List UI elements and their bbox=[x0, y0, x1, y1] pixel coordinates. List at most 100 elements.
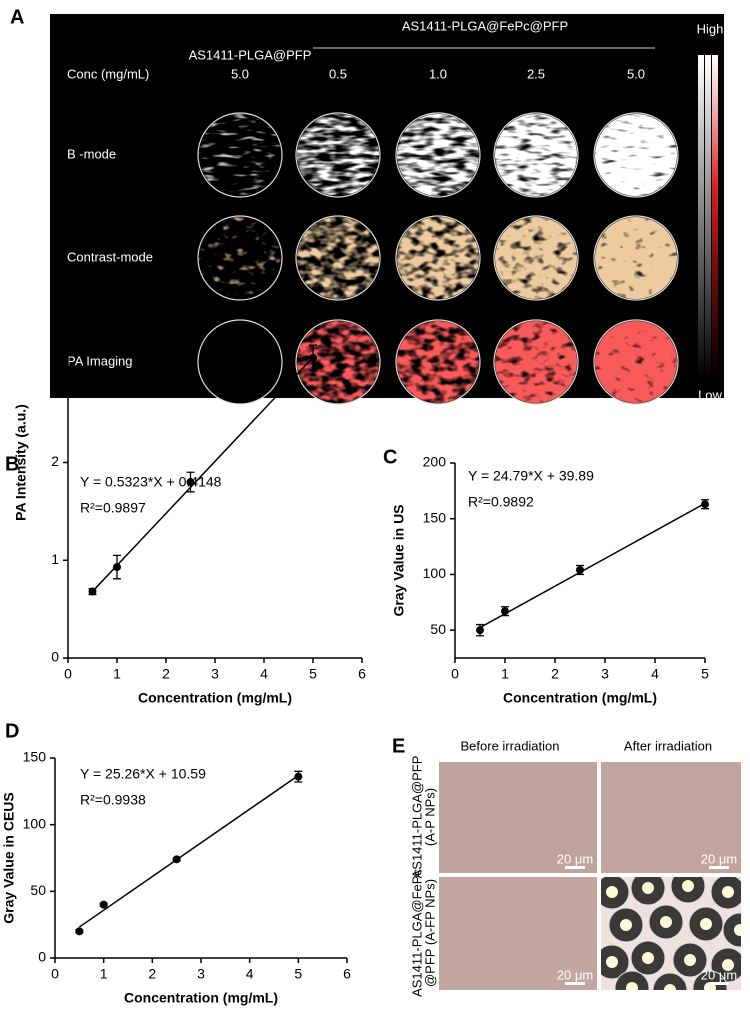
x-tick-label: 3 bbox=[197, 966, 205, 982]
y-axis-label: PA Intensity (a.u.) bbox=[13, 404, 29, 521]
row-label: AS1411-PLGA@PFP bbox=[409, 756, 424, 879]
x-tick-label: 2 bbox=[162, 666, 170, 682]
x-axis-label: Concentration (mg/mL) bbox=[124, 990, 278, 1006]
data-point bbox=[186, 478, 195, 487]
conc-value: 2.5 bbox=[527, 66, 545, 81]
fit-line bbox=[78, 774, 299, 928]
scale-bar bbox=[709, 866, 729, 869]
bubble-core bbox=[606, 886, 618, 898]
data-point bbox=[476, 626, 484, 635]
x-tick-label: 1 bbox=[113, 666, 121, 682]
x-tick-label: 5 bbox=[701, 666, 709, 682]
bubble bbox=[722, 912, 741, 948]
image-texture bbox=[297, 217, 379, 299]
bubble-core bbox=[722, 886, 734, 898]
image-texture bbox=[397, 321, 479, 403]
y-tick-label: 150 bbox=[23, 749, 47, 765]
group-label: AS1411-PLGA@FePc@PFP bbox=[402, 18, 568, 33]
bubble-core bbox=[722, 959, 734, 971]
image-texture bbox=[595, 114, 677, 196]
scale-label: 20 μm bbox=[557, 851, 593, 866]
image-texture bbox=[297, 114, 379, 196]
bubble bbox=[692, 970, 728, 990]
panel-label: D bbox=[5, 720, 19, 742]
chart: C 50 100 150 200 0 1 2 3 4 5 Concentration (mg/mL) G… bbox=[383, 446, 709, 705]
bubble-core bbox=[626, 982, 638, 990]
bubble bbox=[652, 972, 688, 990]
image-texture bbox=[397, 217, 479, 299]
x-tick-label: 5 bbox=[294, 966, 302, 982]
x-axis-label: Concentration (mg/mL) bbox=[503, 690, 657, 706]
equation: Y = 25.26*X + 10.59 bbox=[80, 766, 206, 782]
bubble-core bbox=[700, 918, 712, 930]
data-point bbox=[75, 927, 84, 936]
image-texture bbox=[199, 114, 281, 196]
data-point bbox=[99, 900, 108, 909]
colorbar bbox=[712, 55, 718, 380]
micrograph bbox=[601, 762, 741, 873]
scale-bar bbox=[709, 982, 729, 985]
x-tick-label: 6 bbox=[343, 966, 351, 982]
image-texture bbox=[397, 114, 479, 196]
y-tick-label: 4 bbox=[51, 258, 59, 274]
colorbar bbox=[705, 55, 711, 380]
x-tick-label: 0 bbox=[64, 666, 72, 682]
x-tick-label: 3 bbox=[211, 666, 219, 682]
panel-label: E bbox=[392, 735, 405, 757]
bubble-core bbox=[642, 882, 654, 894]
panel-label: C bbox=[383, 446, 397, 468]
equation: Y = 24.79*X + 39.89 bbox=[468, 468, 594, 484]
row-label: AS1411-PLGA@FePc bbox=[409, 869, 424, 997]
bubble-core bbox=[642, 952, 654, 964]
image-texture bbox=[495, 217, 577, 299]
scale-label: 20 μm bbox=[701, 967, 737, 982]
panel-label: A bbox=[10, 6, 24, 28]
x-tick-label: 4 bbox=[260, 666, 268, 682]
chart: B 0 1 2 3 4 0 1 2 3 4 5 6 Concentration (mg/mL) PA Int… bbox=[5, 258, 366, 706]
r-squared: R²=0.9892 bbox=[468, 494, 534, 510]
y-axis-label: Gray Value in CEUS bbox=[1, 792, 17, 924]
y-tick-label: 1 bbox=[51, 551, 59, 567]
scale-bar bbox=[565, 982, 585, 985]
y-tick-label: 200 bbox=[423, 454, 447, 470]
y-tick-label: 100 bbox=[23, 815, 47, 831]
panel-label: B bbox=[5, 453, 19, 475]
image-texture bbox=[595, 321, 677, 403]
x-tick-label: 2 bbox=[148, 966, 156, 982]
equation: Y = 0.5323*X + 0.4148 bbox=[80, 474, 222, 490]
column-label: After irradiation bbox=[624, 738, 712, 753]
bubble-core bbox=[682, 880, 694, 892]
image-texture bbox=[297, 321, 379, 403]
colorbar bbox=[698, 55, 704, 380]
x-axis-label: Concentration (mg/mL) bbox=[138, 690, 292, 706]
r-squared: R²=0.9897 bbox=[80, 500, 146, 516]
x-tick-label: 6 bbox=[358, 666, 366, 682]
conc-value: 5.0 bbox=[627, 66, 645, 81]
data-point bbox=[701, 500, 709, 509]
image-texture bbox=[495, 114, 577, 196]
bubble-core bbox=[734, 924, 741, 936]
y-tick-label: 100 bbox=[423, 565, 447, 581]
scale-label: 20 μm bbox=[557, 967, 593, 982]
column-label: Before irradiation bbox=[461, 738, 560, 753]
y-tick-label: 150 bbox=[423, 509, 447, 525]
fit-line bbox=[91, 356, 314, 592]
y-axis-label: Gray Value in US bbox=[391, 504, 407, 616]
y-tick-label: 50 bbox=[430, 621, 446, 637]
conc-value: 1.0 bbox=[429, 66, 447, 81]
bubble-core bbox=[620, 919, 632, 931]
conc-label: Conc (mg/mL) bbox=[67, 66, 149, 81]
x-tick-label: 2 bbox=[551, 666, 559, 682]
x-tick-label: 1 bbox=[100, 966, 108, 982]
x-tick-label: 4 bbox=[651, 666, 659, 682]
image-texture bbox=[199, 217, 281, 299]
scale-bar bbox=[565, 866, 585, 869]
data-point bbox=[113, 563, 121, 572]
scale-bars: 20 μm 20 μm 20 μm 20 μm bbox=[557, 851, 737, 985]
image-texture bbox=[495, 321, 577, 403]
conc-value: 5.0 bbox=[231, 66, 249, 81]
scale-label: 20 μm bbox=[701, 851, 737, 866]
colorbar-low: Low bbox=[698, 387, 722, 402]
bubble bbox=[614, 970, 650, 990]
